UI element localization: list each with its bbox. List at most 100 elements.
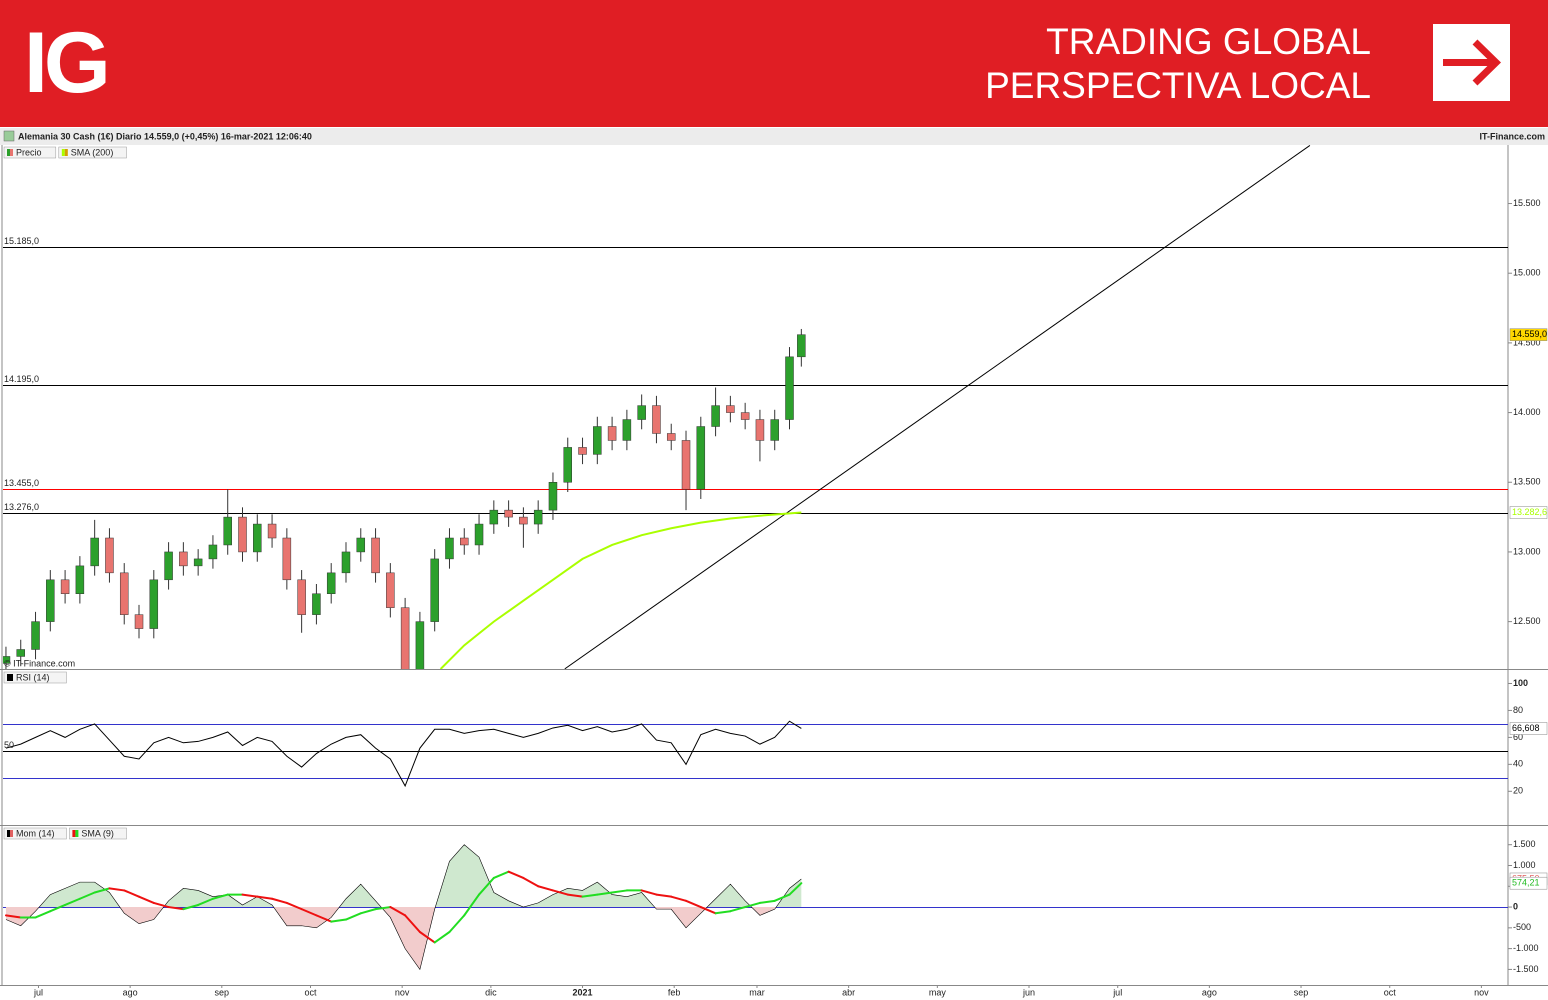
candle-body [16, 649, 25, 657]
y-tick-label: 80 [1513, 705, 1523, 715]
y-tick-label: -1.500 [1513, 964, 1539, 974]
arrow-button[interactable] [1433, 24, 1510, 101]
y-tick-label: 13.000 [1513, 546, 1541, 556]
legend-swatch [64, 149, 68, 156]
legend-box [69, 827, 127, 840]
sma-segment [138, 895, 155, 904]
sma-segment [551, 889, 569, 896]
x-tick-label: jul [33, 987, 43, 997]
legend-swatch [10, 674, 13, 681]
y-tick-label: 60 [1513, 732, 1523, 742]
y-tick-label: 15.000 [1513, 268, 1541, 278]
x-tick-label: 2021 [573, 987, 593, 997]
legend-label: Precio [16, 147, 42, 157]
legend-swatch [61, 149, 65, 156]
x-tick-label: oct [1384, 987, 1397, 997]
legend-swatch [7, 674, 10, 681]
candle-body [238, 516, 247, 553]
momentum-line [5, 844, 802, 971]
area-clip [5, 907, 802, 970]
level-label: 13.276,0 [4, 502, 39, 512]
candle-body [223, 516, 232, 546]
toolbar-source: IT-Finance.com [1479, 131, 1545, 141]
legend-swatch [7, 149, 10, 156]
momentum-area [5, 907, 802, 970]
candle-body [578, 447, 587, 455]
y-tick-label: -1.000 [1513, 943, 1539, 953]
x-tick-label: jun [1022, 987, 1035, 997]
x-tick-label: ago [1202, 987, 1217, 997]
toolbar-title: Alemania 30 Cash (1€) Diario 14.559,0 (+… [18, 131, 312, 141]
trend-line [564, 145, 1311, 669]
sma-segment [758, 899, 776, 904]
sma-segment [507, 870, 525, 879]
plot-area [3, 145, 1508, 669]
x-tick-label: may [929, 987, 947, 997]
y-tick-label: 20 [1513, 786, 1523, 796]
value-badge: 574,21 [1509, 876, 1548, 890]
legend-label: Mom (14) [16, 828, 55, 838]
sma-segment [418, 931, 436, 944]
candle-body [430, 558, 439, 622]
level-label: 14.195,0 [4, 374, 39, 384]
legend-label: SMA (200) [71, 147, 114, 157]
candle-body [740, 412, 750, 420]
sma-segment [374, 906, 392, 911]
candle-body [460, 537, 469, 546]
candle-body [415, 621, 425, 669]
candle-body [519, 516, 528, 525]
candle-body [149, 579, 159, 629]
sma-segment [167, 906, 185, 911]
candle-body [282, 537, 292, 581]
sma-segment [522, 876, 540, 888]
sma-segment [315, 914, 333, 923]
sma-segment [685, 899, 702, 909]
area-clip [39, 844, 802, 908]
sma-segment [699, 906, 717, 915]
x-tick-label: ago [123, 987, 138, 997]
sma-segment [404, 914, 421, 933]
sma-segment [744, 901, 761, 909]
sma-segment [300, 908, 318, 917]
x-tick-label: sep [1294, 987, 1309, 997]
candle-body [193, 558, 203, 567]
sma-segment [285, 901, 303, 911]
legend-swatch [7, 830, 10, 837]
sma-segment [4, 914, 22, 919]
sma-line [439, 511, 802, 669]
plot-area [3, 844, 1508, 971]
legend-box [3, 827, 67, 840]
sma-segment [714, 910, 732, 915]
y-tick-label: -500 [1513, 922, 1531, 932]
candle-body [312, 593, 321, 615]
legend-box [58, 146, 127, 159]
x-tick-label: dic [485, 987, 497, 997]
candle-body [400, 607, 410, 669]
level-label: 15.185,0 [4, 236, 39, 246]
candle-body [770, 419, 779, 441]
legend-swatch [10, 830, 13, 837]
x-tick-label: jul [1112, 987, 1122, 997]
candle-body [652, 405, 661, 434]
candle-body [726, 405, 735, 413]
rsi-line [5, 720, 802, 788]
candle-body [179, 551, 188, 567]
sma-segment [670, 895, 688, 902]
x-tick-label: sep [215, 987, 230, 997]
logo[interactable]: IG [24, 15, 111, 111]
sma-segment [344, 912, 362, 921]
sma-segment [611, 889, 628, 894]
candle-body [386, 572, 395, 608]
candle-body [637, 405, 646, 420]
sma-segment [788, 882, 803, 896]
sma-segment [433, 931, 451, 944]
sma-segment [640, 889, 658, 896]
y-tick-label: 12.500 [1513, 616, 1541, 626]
candle-body [533, 509, 543, 525]
sma-segment [330, 918, 347, 923]
y-tick-label: 100 [1513, 678, 1528, 688]
sma-segment [93, 887, 111, 894]
sma-segment [64, 897, 81, 906]
value-badge-text: 574,21 [1512, 878, 1540, 888]
sma-segment [729, 906, 747, 913]
